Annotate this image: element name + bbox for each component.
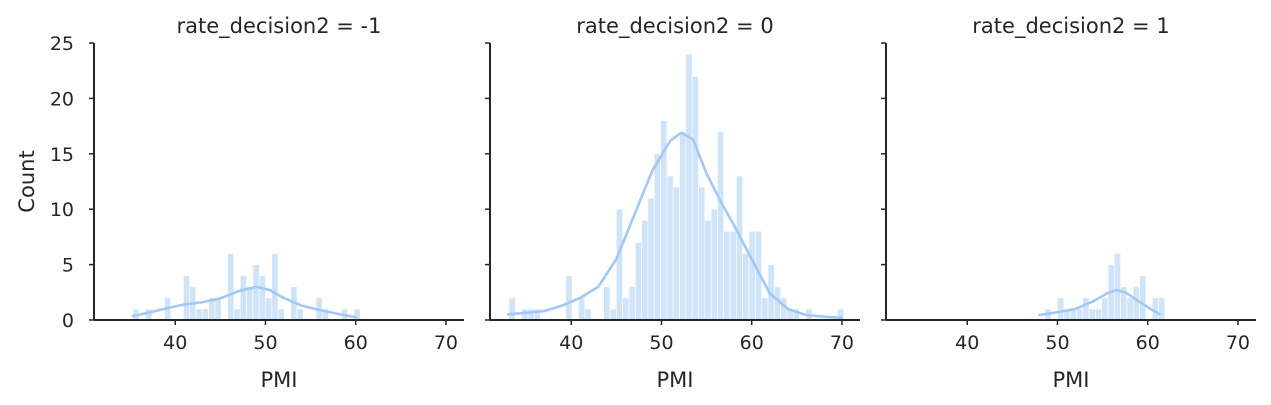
histogram-bar <box>239 275 247 321</box>
y-tick-label: 0 <box>62 310 74 332</box>
histogram-bar <box>748 231 756 321</box>
histogram-bar <box>622 297 630 321</box>
x-tick-label: 70 <box>1226 332 1250 354</box>
histogram-bar <box>521 308 529 321</box>
histogram-bar <box>1076 308 1084 321</box>
kde-curve <box>506 131 844 320</box>
histogram-bar <box>1151 297 1159 321</box>
histogram-bar <box>685 53 693 321</box>
histogram-bar <box>1057 297 1065 321</box>
histogram-bar <box>710 208 718 321</box>
facet-title: rate_decision2 = 0 <box>576 14 773 39</box>
x-tick-label: 70 <box>830 332 854 354</box>
histogram-bar <box>183 275 190 321</box>
histogram-bar <box>723 231 731 321</box>
histogram-bar <box>672 186 680 321</box>
histogram-bar <box>1101 297 1109 321</box>
histogram-bar <box>1158 297 1166 321</box>
histogram-bar <box>1132 286 1140 321</box>
histogram-bar <box>527 308 535 321</box>
histogram-bar <box>227 253 235 321</box>
facet-title: rate_decision2 = 1 <box>972 14 1169 39</box>
histogram-bar <box>1095 308 1102 321</box>
kde-curve <box>131 285 358 319</box>
histogram-bar <box>252 264 260 321</box>
x-tick-label: 60 <box>1136 332 1160 354</box>
y-tick-label: 25 <box>50 33 74 55</box>
x-tick-label: 50 <box>649 332 673 354</box>
histogram-bar <box>742 253 750 321</box>
x-axis-label: PMI <box>261 368 298 392</box>
histogram-bar <box>565 275 573 321</box>
histogram-bar <box>761 297 769 321</box>
x-tick-label: 40 <box>955 332 979 354</box>
histogram-bar <box>736 175 743 321</box>
histogram-bar <box>704 219 712 321</box>
histogram-bar <box>691 75 699 321</box>
histogram-bar <box>641 219 649 321</box>
histogram-bar <box>729 231 737 321</box>
histogram-bar <box>1114 253 1121 321</box>
facet-title: rate_decision2 = -1 <box>177 14 382 39</box>
histogram-bar <box>717 131 725 321</box>
x-tick-label: 40 <box>559 332 583 354</box>
x-tick-label: 40 <box>163 332 187 354</box>
y-axis-label: Count <box>15 150 39 212</box>
histogram-bar <box>233 308 241 321</box>
histogram-bar <box>296 308 304 321</box>
x-tick-label: 60 <box>344 332 368 354</box>
x-tick-label: 70 <box>434 332 458 354</box>
histogram-bar <box>195 308 203 321</box>
histogram-bar <box>666 175 674 321</box>
histogram-bar <box>653 153 661 321</box>
histogram-bar <box>201 308 209 321</box>
facet-panel-2: 40 50 60 70 PMI rate_decision2 = 0 <box>485 14 860 392</box>
histogram-bar <box>258 275 266 321</box>
histogram-bar <box>679 131 687 321</box>
histogram-bar <box>1126 297 1134 321</box>
facet-panel-1: 40 50 60 70 0 5 10 15 20 25 PMI rate_decision2 = -1 <box>50 14 464 392</box>
histogram-bar <box>277 308 285 321</box>
kde-curve <box>1038 288 1161 317</box>
histogram-bar <box>634 242 642 321</box>
x-tick-label: 50 <box>253 332 277 354</box>
histogram-bar <box>603 286 611 321</box>
y-tick-label: 20 <box>50 88 74 110</box>
facet-panel-3: 40 50 60 70 PMI rate_decision2 = 1 <box>881 14 1256 392</box>
histogram-bar <box>647 197 655 321</box>
histogram-bar <box>508 297 516 321</box>
histogram-bar <box>698 186 706 321</box>
histogram-bar <box>1139 275 1147 321</box>
histogram-bar <box>578 297 586 321</box>
x-tick-label: 60 <box>740 332 764 354</box>
y-tick-label: 15 <box>50 144 74 166</box>
x-axis-label: PMI <box>1053 368 1090 392</box>
histogram-bar <box>609 308 617 321</box>
y-tick-label: 10 <box>50 199 74 221</box>
histogram-bar <box>628 286 636 321</box>
y-tick-label: 5 <box>62 255 74 277</box>
histogram-bar <box>584 308 592 321</box>
histogram-bar <box>1088 308 1096 321</box>
histogram-bar <box>265 297 273 321</box>
x-axis-label: PMI <box>657 368 694 392</box>
histogram-bar <box>271 253 279 321</box>
histogram-bar <box>616 208 623 321</box>
histogram-bar <box>246 286 254 321</box>
histogram-bar <box>1082 297 1090 321</box>
histogram-bar <box>214 297 222 321</box>
x-tick-label: 50 <box>1045 332 1069 354</box>
